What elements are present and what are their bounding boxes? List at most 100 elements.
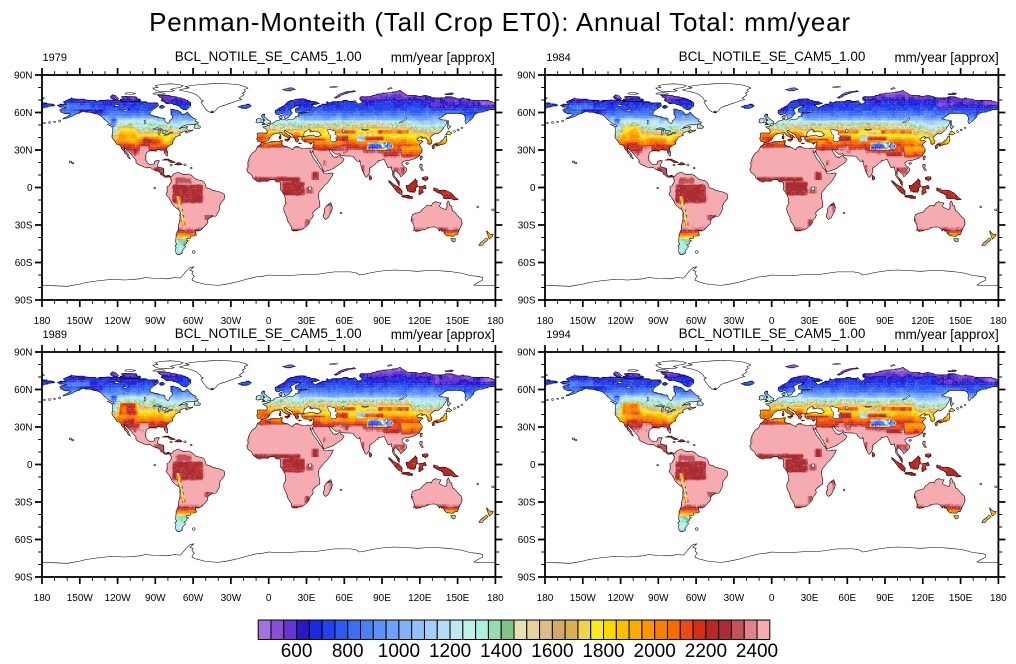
lon-tick-label: 90E	[876, 316, 894, 327]
lat-tick-label: 0	[530, 183, 536, 194]
lon-tick-label: 120E	[911, 316, 935, 327]
lon-tick-label: 180	[33, 593, 50, 604]
lon-tick-label: 60E	[335, 316, 353, 327]
colorbar-tick-label: 1400	[480, 641, 522, 662]
lon-tick-label: 90E	[373, 593, 391, 604]
et0-field-cells	[545, 92, 998, 150]
lon-tick-label: 0	[769, 316, 775, 327]
lon-tick-label: 30W	[724, 593, 745, 604]
colorbar-box	[360, 619, 374, 640]
lat-tick-label: 90S	[518, 296, 536, 307]
colorbar-box	[398, 619, 413, 640]
lon-tick-label: 120W	[104, 593, 131, 604]
lon-tick-label: 180	[990, 316, 1007, 327]
colorbar-box	[321, 619, 336, 640]
et0-field-cells	[61, 105, 473, 148]
colorbar-box	[500, 619, 515, 640]
lon-tick-label: 150W	[66, 316, 93, 327]
colorbar-box	[334, 619, 349, 640]
lat-tick-label: 0	[26, 460, 32, 471]
panel-year-label: 1994	[546, 329, 571, 342]
colorbar-box	[641, 619, 656, 640]
lon-tick-label: 30E	[297, 593, 315, 604]
map-1989: 180 150W 120W 90W 60W 30W 0 30E 60E 90E 120E 150E 18…	[14, 345, 504, 604]
colorbar-tick-label: 2200	[685, 641, 727, 662]
lon-tick-label: 150E	[949, 593, 973, 604]
minor-ticks	[541, 348, 1003, 582]
et0-field-cells	[625, 136, 963, 233]
panel-year-label: 1984	[546, 52, 571, 65]
antarctica-coast	[545, 266, 999, 287]
lon-tick-label: 60W	[686, 593, 707, 604]
lon-tick-label: 90E	[876, 593, 894, 604]
et0-field-cells	[41, 96, 495, 150]
coastline-layer	[42, 360, 495, 533]
et0-field-cells	[545, 373, 999, 427]
lat-tick-label: 60S	[518, 258, 536, 269]
et0-field-cells	[64, 392, 470, 425]
colorbar-box	[296, 619, 310, 640]
lon-tick-label: 180	[487, 316, 504, 327]
lon-tick-label: 60W	[182, 316, 203, 327]
antarctica-coast	[545, 543, 999, 564]
antarctica-coast	[41, 285, 42, 287]
lon-tick-label: 30E	[801, 593, 819, 604]
lakes-layer	[617, 381, 911, 469]
et0-field-cells	[566, 114, 975, 148]
lon-tick-label: 90W	[648, 316, 669, 327]
colorbar-box	[564, 619, 579, 640]
lon-tick-label: 30W	[724, 316, 745, 327]
colorbar-box	[385, 619, 400, 640]
coastline-layer	[546, 360, 999, 533]
colorbar-box	[308, 619, 323, 640]
lon-tick-label: 30E	[801, 316, 819, 327]
minor-ticks	[37, 348, 499, 582]
lon-tick-label: 150W	[570, 316, 597, 327]
et0-field-cells	[569, 391, 975, 425]
lat-tick-label: 90N	[517, 348, 535, 359]
lat-tick-label: 0	[530, 460, 536, 471]
panel-right-label: mm/year [approx]	[894, 327, 999, 343]
et0-field-cells	[41, 99, 495, 148]
colorbar-box	[462, 619, 477, 640]
et0-field-cells	[620, 126, 951, 240]
great-lakes-outline	[152, 404, 173, 414]
panel-center-label: BCL_NOTILE_SE_CAM5_1.00	[174, 326, 362, 342]
lat-tick-label: 60N	[14, 108, 32, 119]
lon-tick-label: 150W	[570, 593, 597, 604]
et0-field-cells	[122, 136, 459, 232]
lon-tick-label: 150E	[445, 593, 469, 604]
lat-tick-label: 30S	[14, 498, 32, 509]
colorbar-box	[603, 619, 617, 640]
lat-tick-label: 90N	[14, 71, 32, 82]
major-ticks	[538, 345, 1006, 585]
lakes-layer	[113, 381, 407, 469]
colorbar-box	[654, 619, 668, 640]
lon-tick-label: 120W	[608, 593, 635, 604]
lat-tick-label: 30N	[517, 146, 535, 157]
colorbar-box	[756, 619, 771, 640]
major-ticks	[34, 345, 502, 585]
et0-field-cells	[62, 391, 471, 424]
coastline-layer	[42, 83, 495, 256]
map-1979: 180 150W 120W 90W 60W 30W 0 30E 60E 90E 120E 150E 18…	[14, 68, 504, 327]
colorbar-box	[487, 619, 502, 640]
et0-field-cells	[125, 147, 463, 230]
colorbar-tick-label: 800	[332, 641, 364, 662]
antarctica-coast	[41, 543, 495, 564]
lon-tick-label: 0	[265, 593, 271, 604]
et0-field-cells	[113, 130, 448, 238]
lon-tick-label: 30W	[220, 316, 241, 327]
colorbar-box	[411, 619, 425, 640]
colorbar-box	[666, 619, 681, 640]
lon-tick-label: 150E	[445, 316, 469, 327]
colorbar-box	[449, 619, 464, 640]
lon-tick-label: 120W	[608, 316, 635, 327]
colorbar-box	[590, 619, 605, 640]
et0-field-cells	[118, 129, 448, 238]
colorbar-tick-label: 2000	[634, 641, 676, 662]
colorbar-tick-label: 1200	[429, 641, 471, 662]
lat-tick-label: 30S	[518, 221, 536, 232]
panel-year-label: 1979	[42, 52, 67, 65]
lon-tick-label: 120E	[408, 593, 432, 604]
